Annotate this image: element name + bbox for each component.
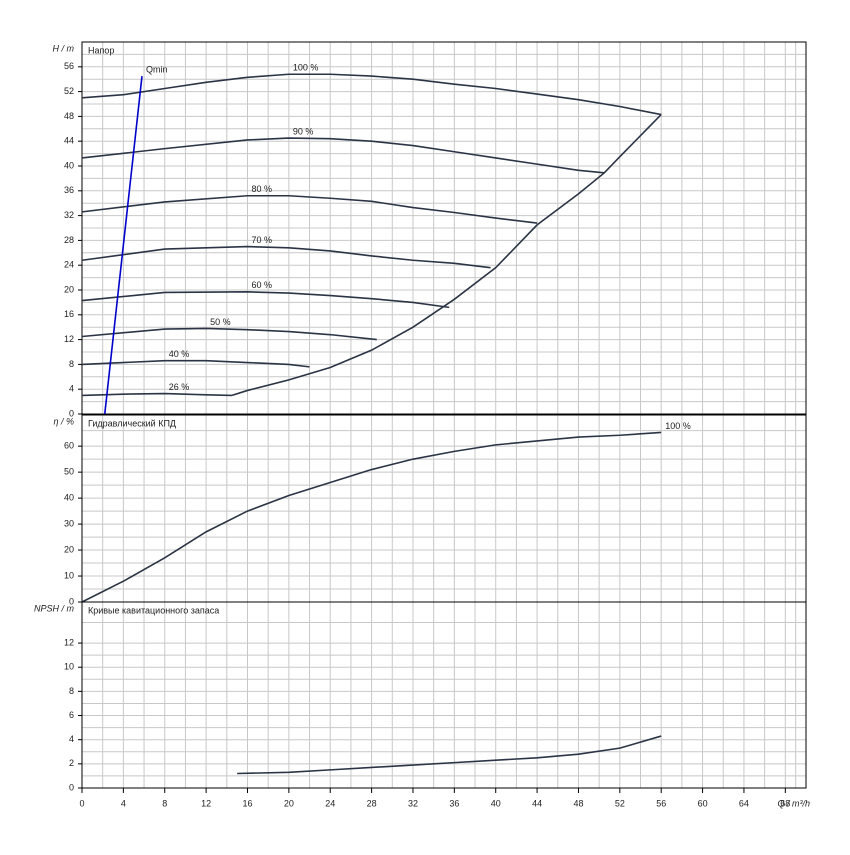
curve-label: 100 % — [665, 421, 691, 431]
y-tick-label: 8 — [69, 686, 74, 696]
curve-label: 90 % — [293, 126, 314, 136]
curve — [237, 735, 662, 775]
curve — [81, 137, 605, 174]
x-tick-label: 28 — [367, 798, 377, 808]
y-tick-label: 40 — [64, 492, 74, 502]
x-tick-label: 4 — [121, 798, 126, 808]
y-tick-label: 10 — [64, 570, 74, 580]
x-tick-label: 16 — [242, 798, 252, 808]
x-axis-label: Q / m³/h — [777, 798, 810, 808]
y-axis-label: NPSH / m — [34, 603, 75, 613]
y-tick-label: 50 — [64, 467, 74, 477]
curve — [231, 113, 662, 397]
curve-label: 80 % — [251, 184, 272, 194]
y-tick-label: 60 — [64, 441, 74, 451]
x-tick-label: 68 — [780, 798, 790, 808]
curve-label: 40 % — [169, 349, 190, 359]
y-tick-label: 28 — [64, 235, 74, 245]
y-tick-label: 6 — [69, 710, 74, 720]
curve — [81, 359, 310, 368]
x-tick-label: 0 — [79, 798, 84, 808]
y-tick-label: 20 — [64, 284, 74, 294]
x-tick-label: 56 — [656, 798, 666, 808]
x-tick-label: 48 — [573, 798, 583, 808]
curve — [81, 73, 662, 116]
y-tick-label: 30 — [64, 518, 74, 528]
x-tick-label: 60 — [698, 798, 708, 808]
y-tick-label: 12 — [64, 334, 74, 344]
x-tick-label: 44 — [532, 798, 542, 808]
panel-frame — [81, 41, 807, 415]
x-tick-label: 40 — [491, 798, 501, 808]
panel-title: Кривые кавитационного запаса — [88, 605, 219, 615]
curve-label: 70 % — [251, 235, 272, 245]
y-tick-label: 40 — [64, 160, 74, 170]
y-tick-label: 0 — [69, 596, 74, 606]
y-tick-label: 24 — [64, 260, 74, 270]
y-axis-label: η / % — [53, 416, 74, 426]
curve — [81, 327, 377, 341]
curve-label: 60 % — [251, 280, 272, 290]
x-tick-label: 20 — [284, 798, 294, 808]
y-tick-label: 36 — [64, 185, 74, 195]
y-tick-label: 10 — [64, 662, 74, 672]
y-tick-label: 4 — [69, 384, 74, 394]
curve-label: 100 % — [293, 63, 319, 73]
y-tick-label: 4 — [69, 734, 74, 744]
y-tick-label: 0 — [69, 408, 74, 418]
curve-label: Qmin — [146, 64, 168, 74]
curve — [81, 291, 450, 309]
x-tick-label: 36 — [449, 798, 459, 808]
panel-title: Напор — [88, 45, 114, 55]
y-tick-label: 48 — [64, 111, 74, 121]
y-tick-label: 20 — [64, 544, 74, 554]
x-tick-label: 24 — [325, 798, 335, 808]
curve — [81, 431, 662, 603]
curve — [81, 392, 232, 397]
x-tick-label: 8 — [162, 798, 167, 808]
panel-title: Гидравлический КПД — [88, 418, 176, 428]
y-tick-label: 2 — [69, 758, 74, 768]
y-tick-label: 0 — [69, 782, 74, 792]
panel-frame — [81, 601, 807, 789]
y-tick-label: 44 — [64, 136, 74, 146]
curve-label: 50 % — [210, 317, 231, 327]
curve-label: 26 % — [169, 382, 190, 392]
y-tick-label: 32 — [64, 210, 74, 220]
y-tick-label: 52 — [64, 86, 74, 96]
panel-frame — [81, 414, 807, 603]
curve — [81, 194, 538, 224]
curve — [81, 245, 491, 269]
x-tick-label: 64 — [739, 798, 749, 808]
y-tick-label: 12 — [64, 637, 74, 647]
x-tick-label: 52 — [615, 798, 625, 808]
y-tick-label: 8 — [69, 359, 74, 369]
x-tick-label: 32 — [408, 798, 418, 808]
y-axis-label: H / m — [53, 43, 75, 53]
x-tick-label: 12 — [201, 798, 211, 808]
y-tick-label: 56 — [64, 61, 74, 71]
y-tick-label: 16 — [64, 309, 74, 319]
curve — [103, 76, 143, 415]
